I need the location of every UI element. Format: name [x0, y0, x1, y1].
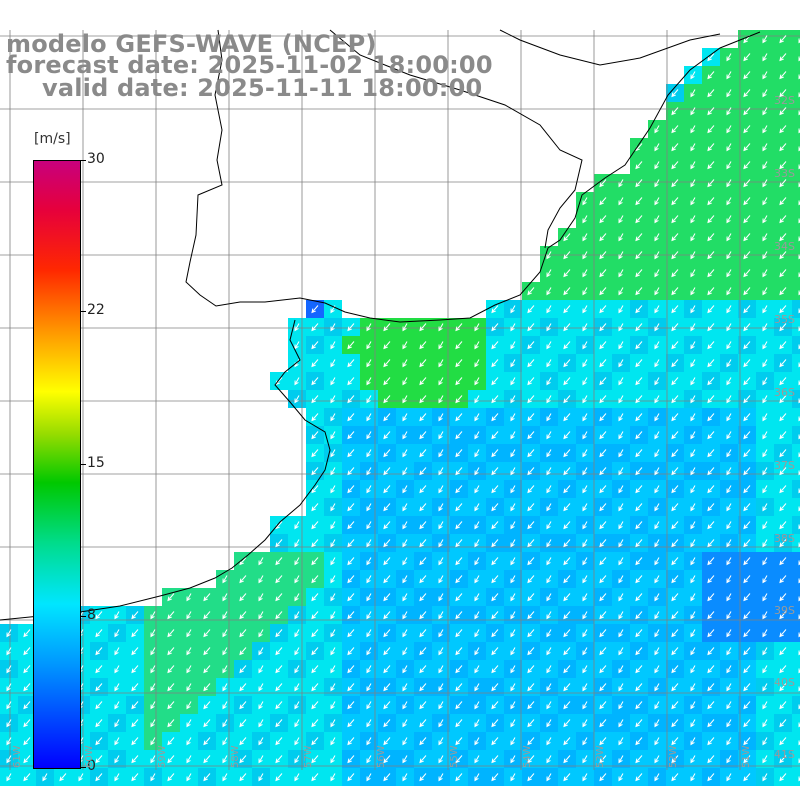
colorbar-label: 30 [87, 151, 105, 167]
colorbar-label: 0 [87, 758, 96, 774]
lat-label: 40S [774, 676, 795, 689]
lat-label: 41S [774, 748, 795, 761]
colorbar [33, 160, 81, 769]
forecast-date: forecast date: 2025-11-02 18:00:00 [6, 51, 493, 79]
colorbar-unit: [m/s] [34, 131, 71, 147]
lon-label: 60W [84, 745, 95, 768]
coastline [185, 29, 761, 323]
lat-label: 33S [774, 167, 795, 180]
colorbar-label: 22 [87, 302, 105, 318]
colorbar-tick [80, 464, 86, 465]
lat-label: 32S [774, 94, 795, 107]
lon-label: 56W [376, 745, 387, 768]
colorbar-tick [80, 160, 86, 161]
lat-label: 37S [774, 459, 795, 472]
lon-label: 54W [522, 745, 533, 768]
lon-label: 57W [303, 745, 314, 768]
lat-label: 34S [774, 240, 795, 253]
lon-label: 51W [741, 745, 752, 768]
lon-label: 53W [595, 745, 606, 768]
valid-date: valid date: 2025-11-11 18:00:00 [42, 74, 483, 102]
lon-label: 58W [230, 745, 241, 768]
colorbar-label: 15 [87, 455, 105, 471]
lat-label: 36S [774, 386, 795, 399]
model-title: modelo GEFS-WAVE (NCEP) [6, 30, 377, 58]
coastline-south [0, 319, 331, 621]
lon-label: 55W [449, 745, 460, 768]
colorbar-tick [80, 311, 86, 312]
colorbar-tick [80, 767, 86, 768]
lat-label: 39S [774, 604, 795, 617]
colorbar-tick [80, 616, 86, 617]
lat-label: 38S [774, 532, 795, 545]
inner-border [329, 29, 583, 249]
lon-label: 59W [157, 745, 168, 768]
lat-lon-grid [0, 30, 800, 770]
lat-label: 35S [774, 313, 795, 326]
wind-speed-field [0, 30, 800, 786]
lon-label: 52W [668, 745, 679, 768]
colorbar-label: 8 [87, 607, 96, 623]
lon-label: 61W [12, 745, 23, 768]
inner-border-north [499, 29, 721, 66]
